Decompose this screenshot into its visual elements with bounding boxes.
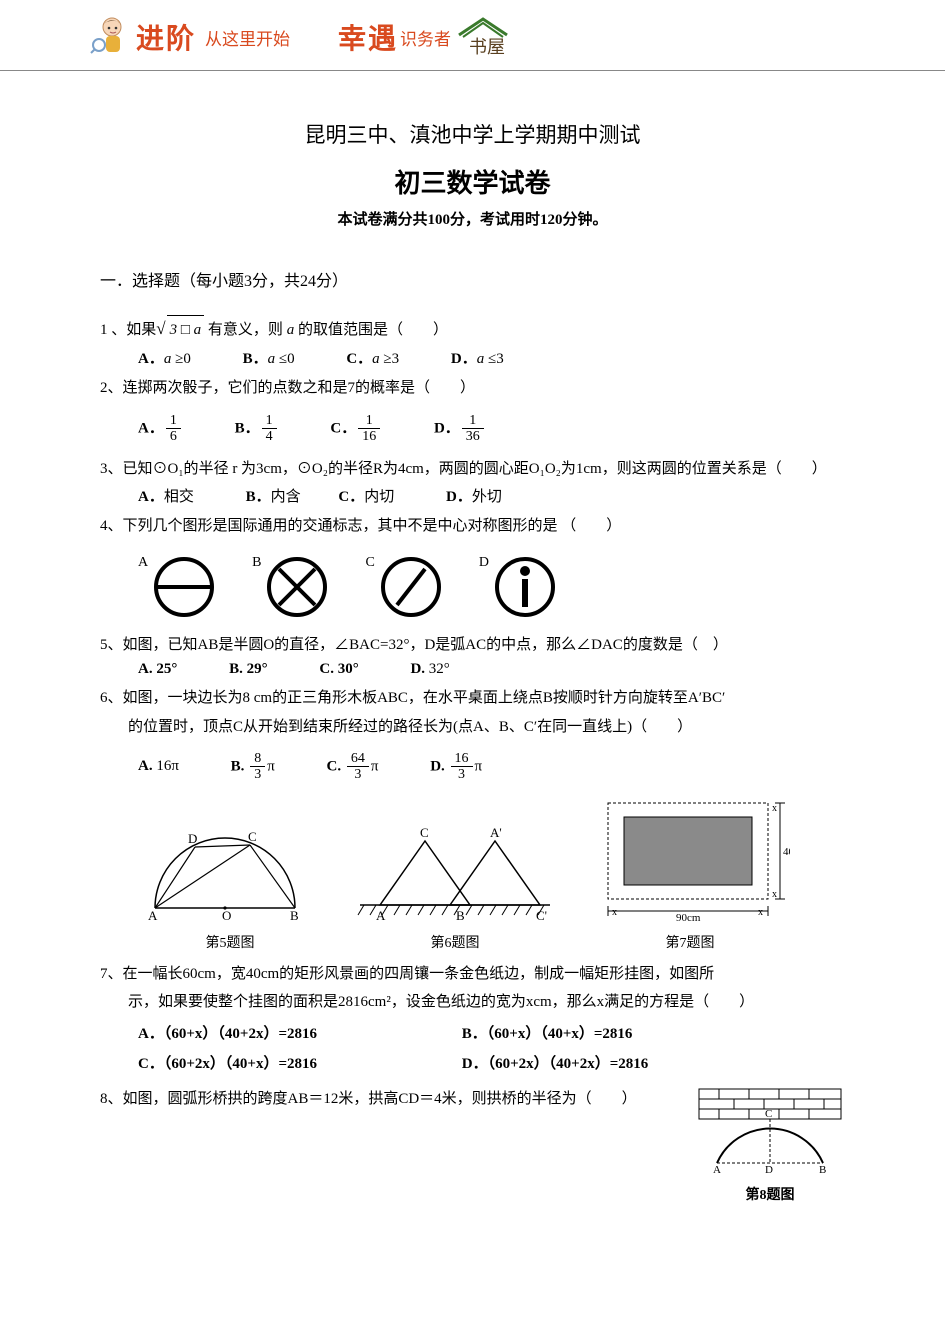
svg-text:40cm: 40cm — [783, 846, 790, 858]
q1-text-b: 有意义，则 — [204, 322, 287, 338]
slogan-sub: 从这里开始 — [205, 25, 290, 50]
q1-options: A．a ≥0 B．a ≤0 C．a ≥3 D．a ≤3 — [100, 347, 845, 368]
svg-text:A': A' — [490, 825, 502, 840]
banner-right: 幸遇 识务者 书屋 — [338, 15, 511, 59]
svg-text:B: B — [456, 908, 465, 923]
svg-text:90cm: 90cm — [676, 912, 701, 923]
title-school: 昆明三中、滇池中学上学期期中测试 — [100, 119, 845, 149]
figure-5: A B O C D 第5题图 — [140, 823, 320, 952]
q2-options: A．16 B．14 C．116 D．136 — [100, 413, 845, 445]
svg-text:x: x — [772, 889, 777, 900]
figures-row: A B O C D 第5题图 — [100, 793, 845, 952]
svg-text:x: x — [612, 907, 617, 918]
slogan-main: 进阶 — [136, 17, 196, 57]
title-subject: 初三数学试卷 — [100, 163, 845, 200]
question-4: 4、下列几个图形是国际通用的交通标志，其中不是中心对称图形的是 （ ） — [100, 512, 845, 541]
banner-left: 进阶 从这里开始 — [90, 15, 290, 59]
q4-sym-c: C — [365, 555, 442, 619]
svg-text:x: x — [758, 907, 763, 918]
svg-text:C: C — [248, 829, 257, 844]
q4-sym-b: B — [252, 555, 329, 619]
page-banner: 进阶 从这里开始 幸遇 识务者 书屋 — [0, 0, 945, 71]
svg-text:C: C — [420, 825, 429, 840]
question-7: 7、在一幅长60cm，宽40cm的矩形风景画的四周镶一条金色纸边，制成一幅矩形挂… — [100, 960, 845, 1017]
question-8: 8、如图，圆弧形桥拱的跨度AB＝12米，拱高CD＝4米，则拱桥的半径为（ ） — [100, 1085, 683, 1114]
q1-sqrt: 3 □ a — [167, 315, 205, 345]
svg-text:D: D — [765, 1164, 773, 1175]
xy-main: 幸遇 — [338, 17, 398, 57]
q1-text-a: 1 、如果 — [100, 322, 156, 338]
question-8-wrap: 8、如图，圆弧形桥拱的跨度AB＝12米，拱高CD＝4米，则拱桥的半径为（ ） A… — [100, 1085, 845, 1204]
q4-symbols: A B C D — [100, 555, 845, 619]
figure-6: C A' A B C' 第6题图 — [350, 823, 560, 952]
figure-7: 90cm 40cm x x x x 第7题图 — [590, 793, 790, 952]
exam-content: 昆明三中、滇池中学上学期期中测试 初三数学试卷 本试卷满分共100分，考试用时1… — [0, 71, 945, 1244]
q4-sym-d: D — [479, 555, 557, 619]
svg-text:C': C' — [536, 908, 547, 923]
q3-options: A．相交 B．内含 C．内切 D．外切 — [100, 485, 845, 506]
question-5: 5、如图，已知AB是半圆O的直径，∠BAC=32°，D是弧AC的中点，那么∠DA… — [100, 631, 845, 660]
svg-text:C: C — [765, 1108, 772, 1120]
svg-text:D: D — [188, 831, 197, 846]
question-1: 1 、如果√3 □ a 有意义，则 a 的取值范围是（ ） — [100, 313, 845, 345]
question-6: 6、如图，一块边长为8 cm的正三角形木板ABC，在水平桌面上绕点B按顺时针方向… — [100, 684, 845, 741]
figure-8: A B C D 第8题图 — [695, 1085, 845, 1204]
svg-text:A: A — [148, 908, 158, 923]
svg-text:A: A — [376, 908, 386, 923]
svg-text:书屋: 书屋 — [469, 37, 505, 57]
question-3: 3、已知⊙O₁的半径 r 为3cm，⊙O₂的半径R为4cm，两圆的圆心距O₁O₂… — [100, 455, 845, 484]
svg-text:O: O — [222, 908, 231, 923]
kid-icon — [90, 15, 130, 59]
q6-options: A. 16π B. 83π C. 643π D. 163π — [100, 751, 845, 783]
svg-text:A: A — [713, 1164, 721, 1175]
q7-options: A．（60+x）（40+2x）=2816 B．（60+x）（40+x）=2816… — [100, 1019, 845, 1079]
title-info: 本试卷满分共100分，考试用时120分钟。 — [100, 208, 845, 229]
house-icon: 书屋 — [455, 15, 511, 59]
section-1-head: 一．选择题（每小题3分，共24分） — [100, 267, 845, 291]
xy-sub: 识务者 — [400, 25, 451, 50]
q1-text-c: 的取值范围是（ ） — [294, 322, 448, 338]
q5-options: A. 25° B. 29° C. 30° D. 32° — [100, 661, 845, 678]
question-2: 2、连掷两次骰子，它们的点数之和是7的概率是（ ） — [100, 374, 845, 403]
svg-text:x: x — [772, 803, 777, 814]
q4-sym-a: A — [138, 555, 216, 619]
svg-text:B: B — [819, 1164, 826, 1175]
svg-text:B: B — [290, 908, 299, 923]
